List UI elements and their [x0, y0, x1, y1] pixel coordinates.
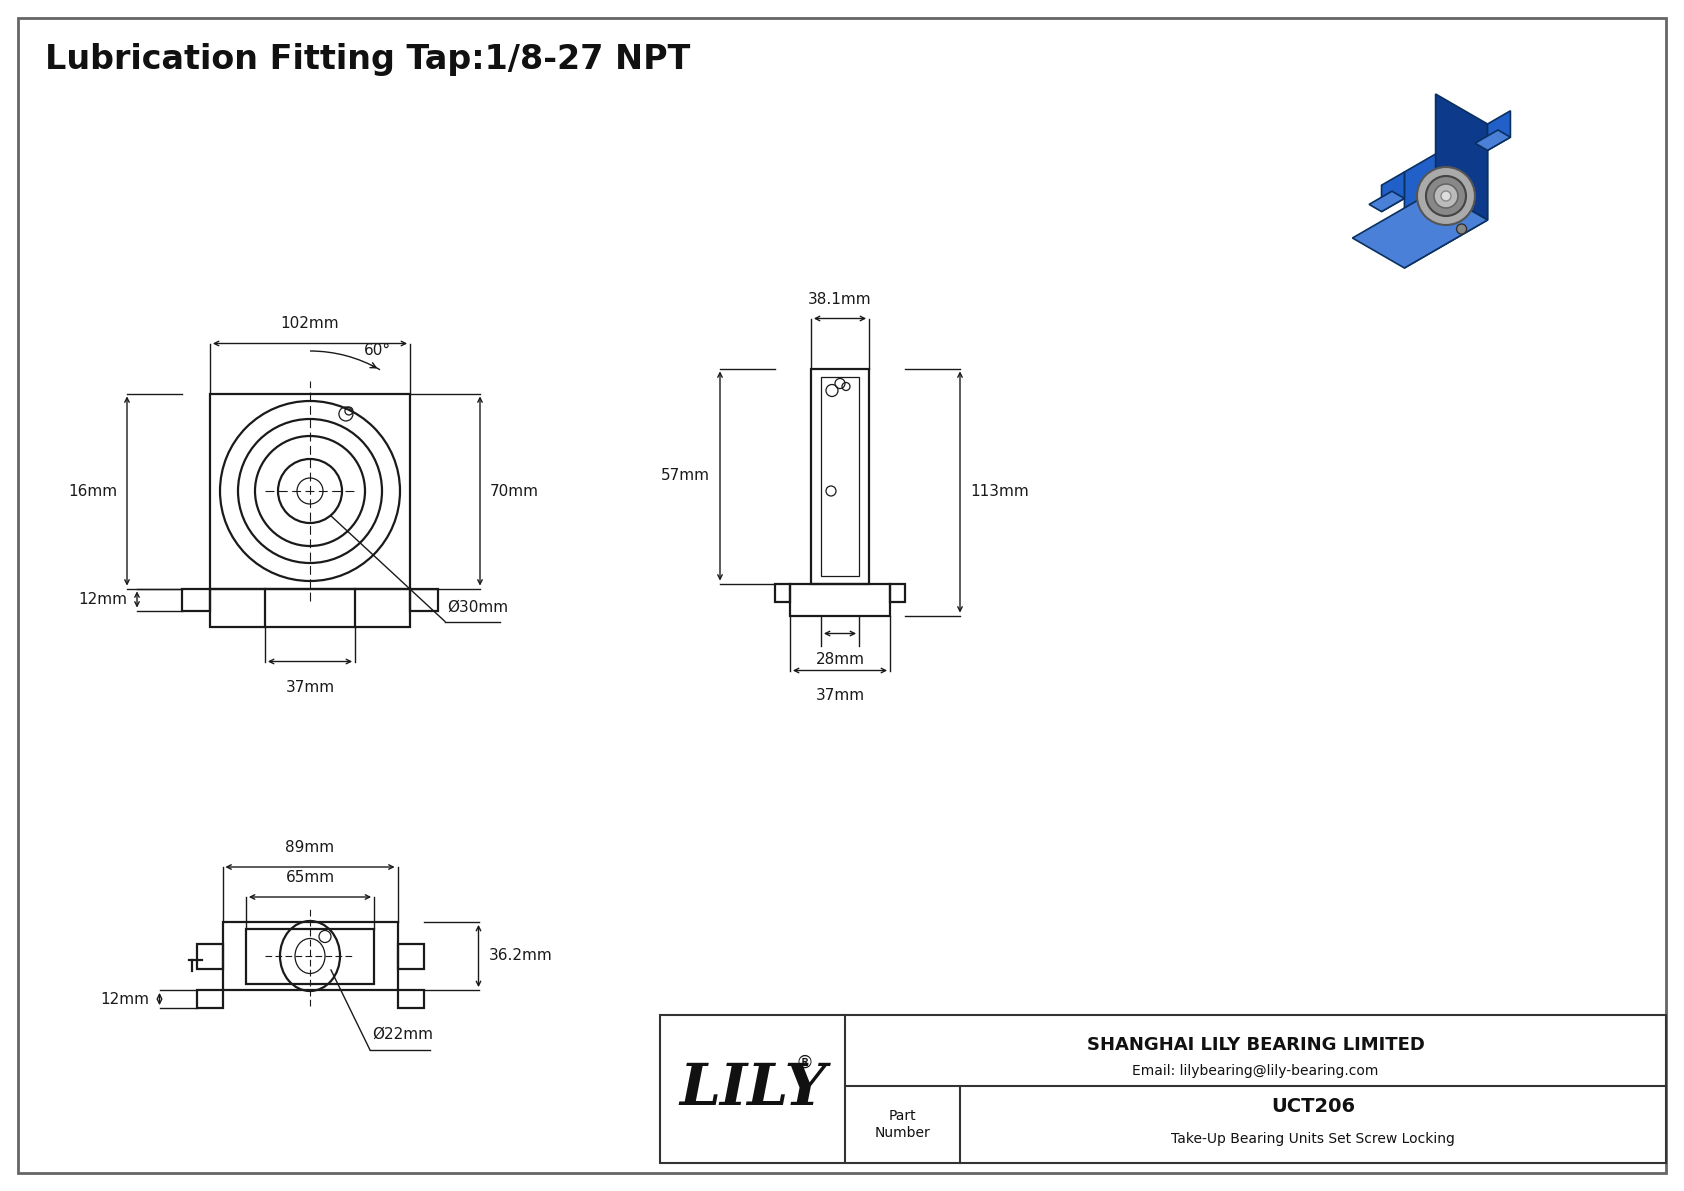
Ellipse shape: [1442, 191, 1452, 201]
Text: 28mm: 28mm: [815, 651, 864, 667]
Bar: [210, 393, 409, 588]
Text: 38.1mm: 38.1mm: [808, 292, 872, 306]
Ellipse shape: [1416, 167, 1475, 225]
Polygon shape: [1487, 111, 1511, 150]
Text: UCT206: UCT206: [1271, 1097, 1356, 1116]
Ellipse shape: [1426, 176, 1467, 216]
Polygon shape: [1369, 192, 1404, 212]
Polygon shape: [1475, 130, 1511, 150]
Bar: [197, 943, 222, 968]
Bar: [397, 943, 423, 968]
Bar: [222, 922, 397, 990]
Text: 65mm: 65mm: [285, 869, 335, 885]
Text: 37mm: 37mm: [815, 688, 864, 704]
Text: 70mm: 70mm: [490, 484, 539, 499]
Text: Lubrication Fitting Tap:1/8-27 NPT: Lubrication Fitting Tap:1/8-27 NPT: [45, 43, 690, 76]
Ellipse shape: [1435, 183, 1458, 208]
Polygon shape: [1435, 94, 1487, 220]
Bar: [397, 990, 423, 1008]
Text: 12mm: 12mm: [101, 991, 150, 1006]
Bar: [409, 588, 438, 611]
Text: 102mm: 102mm: [281, 317, 338, 331]
Text: 12mm: 12mm: [77, 592, 126, 607]
Text: Take-Up Bearing Units Set Screw Locking: Take-Up Bearing Units Set Screw Locking: [1170, 1133, 1455, 1146]
Text: 89mm: 89mm: [285, 840, 335, 855]
Text: Ø30mm: Ø30mm: [446, 599, 509, 615]
Text: LILY: LILY: [679, 1061, 827, 1117]
Text: 36.2mm: 36.2mm: [488, 948, 552, 964]
Text: Part
Number: Part Number: [874, 1110, 930, 1140]
Circle shape: [1457, 224, 1467, 233]
Bar: [775, 584, 790, 601]
Text: Ø22mm: Ø22mm: [372, 1027, 433, 1042]
Text: ®: ®: [795, 1053, 813, 1072]
Text: 113mm: 113mm: [970, 485, 1029, 499]
Text: 60°: 60°: [364, 343, 391, 358]
Text: SHANGHAI LILY BEARING LIMITED: SHANGHAI LILY BEARING LIMITED: [1086, 1036, 1425, 1054]
Polygon shape: [1381, 172, 1404, 212]
Bar: [660, 1015, 1665, 1162]
Bar: [197, 990, 222, 1008]
Bar: [246, 929, 374, 984]
Bar: [822, 376, 859, 575]
Bar: [210, 588, 409, 626]
Polygon shape: [1404, 124, 1487, 268]
Text: 37mm: 37mm: [285, 680, 335, 694]
Text: 16mm: 16mm: [67, 484, 116, 499]
Text: 57mm: 57mm: [662, 468, 711, 484]
Bar: [812, 368, 869, 584]
Polygon shape: [1352, 191, 1487, 268]
Bar: [790, 584, 891, 616]
Bar: [891, 584, 904, 601]
Text: Email: lilybearing@lily-bearing.com: Email: lilybearing@lily-bearing.com: [1132, 1065, 1379, 1078]
Bar: [182, 588, 210, 611]
